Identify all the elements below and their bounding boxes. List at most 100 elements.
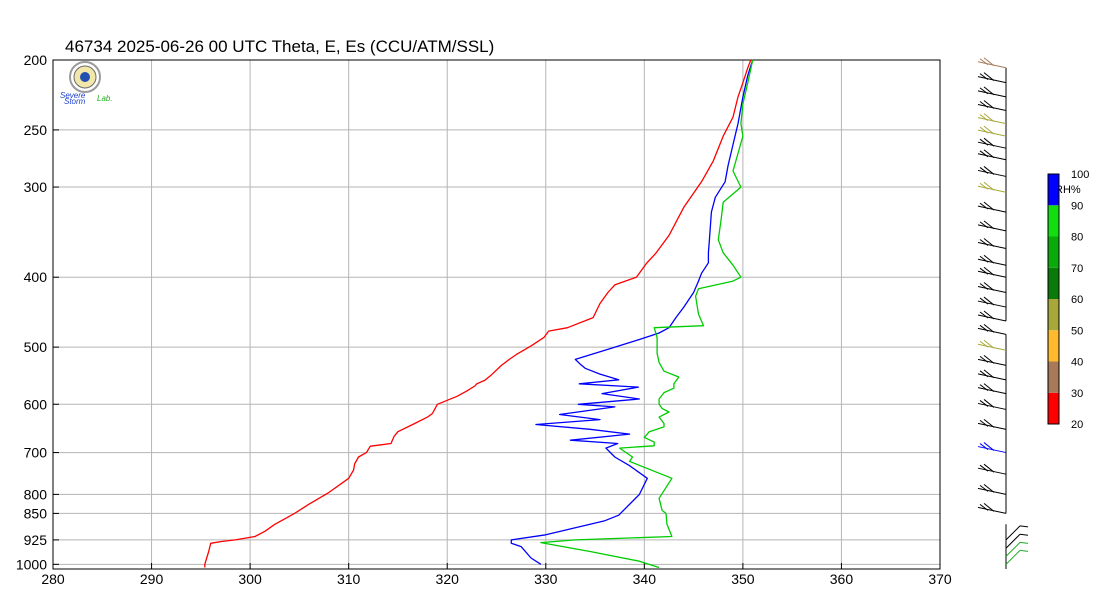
wind-barb-flag [979, 311, 989, 319]
y-tick-label: 1000 [16, 556, 47, 572]
wind-barb-flag [979, 400, 989, 407]
wind-barbs [977, 57, 1029, 569]
wind-barb-flag [1019, 541, 1029, 544]
wind-barb-flag [983, 181, 995, 191]
wind-barb-flag [983, 86, 995, 96]
colorbar-segment [1048, 267, 1059, 299]
x-tick-label: 350 [731, 571, 755, 587]
colorbar-frame [1047, 173, 1060, 425]
wind-barb-flag [979, 267, 989, 275]
logo-text-storm: Storm [64, 97, 86, 106]
wind-barb-flag [979, 239, 989, 246]
colorbar-tick-label: 40 [1071, 357, 1083, 369]
wind-barb-flag [983, 201, 995, 211]
wind-barb-flag [983, 296, 995, 306]
colorbar-segment [1048, 205, 1059, 237]
colorbar-segment [1048, 174, 1059, 206]
y-tick-label: 500 [24, 339, 48, 355]
y-tick-label: 800 [24, 486, 48, 502]
wind-barb-flag [983, 383, 995, 393]
wind-barb-flag [983, 418, 995, 428]
plot-frame [52, 59, 941, 570]
wind-barb-flag [979, 324, 989, 332]
wind-barb-flag [1019, 533, 1029, 536]
grid [52, 59, 941, 569]
colorbar-tick-label: 30 [1071, 388, 1083, 400]
logo-text-lab: Lab. [97, 94, 113, 103]
y-tick-label: 600 [24, 396, 48, 412]
wind-barb-flag [979, 504, 989, 511]
y-tick-label: 300 [24, 179, 48, 195]
colorbar-label: RH% [1055, 184, 1081, 196]
chart-title: 46734 2025-06-26 00 UTC Theta, E, Es (CC… [65, 37, 494, 56]
wind-barb-flag [983, 339, 995, 349]
wind-barb-flag [979, 138, 989, 146]
logo-text-severe: Severe [60, 91, 86, 100]
colorbar-tick-label: 90 [1071, 200, 1083, 212]
wind-barb-flag [983, 238, 995, 247]
y-tick-label: 700 [24, 445, 48, 461]
wind-barb-flag [983, 113, 995, 122]
wind-barb-flag [979, 167, 989, 174]
wind-barb [1005, 533, 1021, 549]
wind-barb-flag [983, 323, 995, 333]
x-tick-label: 320 [436, 571, 460, 587]
rh-colorbar: RH% 20 30 40 50 60 70 80 90 100 [1047, 169, 1089, 431]
wind-barb-flag [979, 202, 989, 210]
wind-barb-flag [983, 72, 995, 82]
wind-barb-flag [979, 443, 989, 450]
wind-barb-flag [979, 182, 989, 190]
y-tick-label: 400 [24, 269, 48, 285]
y-tick-label: 250 [24, 122, 48, 138]
x-tick-label: 290 [140, 571, 164, 587]
wind-barb-flag [983, 149, 995, 159]
colorbar-segment [1048, 236, 1059, 268]
wind-barb-flag [979, 255, 989, 263]
wind-barb [1005, 525, 1021, 541]
colorbar-tick-label: 80 [1071, 232, 1083, 244]
x-tick-label: 280 [41, 571, 65, 587]
logo: Severe Storm Lab. [60, 61, 113, 106]
colorbar-tick-label: 100 [1071, 169, 1089, 181]
wind-barb-flag [983, 220, 995, 230]
wind-barb-flag [983, 137, 995, 147]
wind-barb-flag [979, 384, 989, 392]
y-axis-ticks: 200 250 300 400 500 600 700 800 850 925 1000 [16, 52, 59, 572]
wind-barb-flag [979, 419, 989, 427]
wind-barb-flag [983, 484, 995, 493]
colorbar-tick-label: 50 [1071, 325, 1083, 337]
wind-barb-flag [983, 282, 995, 291]
x-tick-label: 330 [534, 571, 558, 587]
y-tick-label: 200 [24, 52, 48, 68]
theta-line [204, 59, 752, 568]
wind-barb-flag [979, 58, 989, 66]
colorbar-segment [1048, 361, 1059, 393]
wind-barb-flag [983, 125, 995, 135]
colorbar-segment [1048, 392, 1059, 424]
wind-barb-flag [979, 355, 989, 363]
wind-barb-flag [983, 463, 995, 473]
wind-barb-flag [983, 100, 995, 109]
e-line [510, 59, 754, 565]
wind-barb-flag [979, 101, 989, 108]
x-tick-label: 300 [238, 571, 262, 587]
wind-barb-flag [979, 297, 989, 305]
es-line [540, 59, 754, 569]
wind-barb [1005, 549, 1021, 565]
x-tick-label: 310 [337, 571, 361, 587]
x-tick-label: 370 [928, 571, 952, 587]
wind-barb-flag [979, 87, 989, 95]
wind-barb-flag [979, 283, 989, 290]
x-tick-label: 340 [633, 571, 657, 587]
wind-barb-flag [983, 57, 995, 67]
wind-barb [1005, 542, 1021, 557]
series-lines [204, 59, 754, 569]
wind-barb-flag [979, 464, 989, 472]
wind-barb-flag [979, 221, 989, 229]
wind-barb-flag [979, 73, 989, 81]
wind-barb-flag [983, 354, 995, 364]
logo-seal-center [80, 72, 90, 82]
wind-barb-flag [983, 310, 995, 320]
x-axis-ticks: 280 290 300 310 320 330 340 350 360 370 [41, 563, 952, 587]
